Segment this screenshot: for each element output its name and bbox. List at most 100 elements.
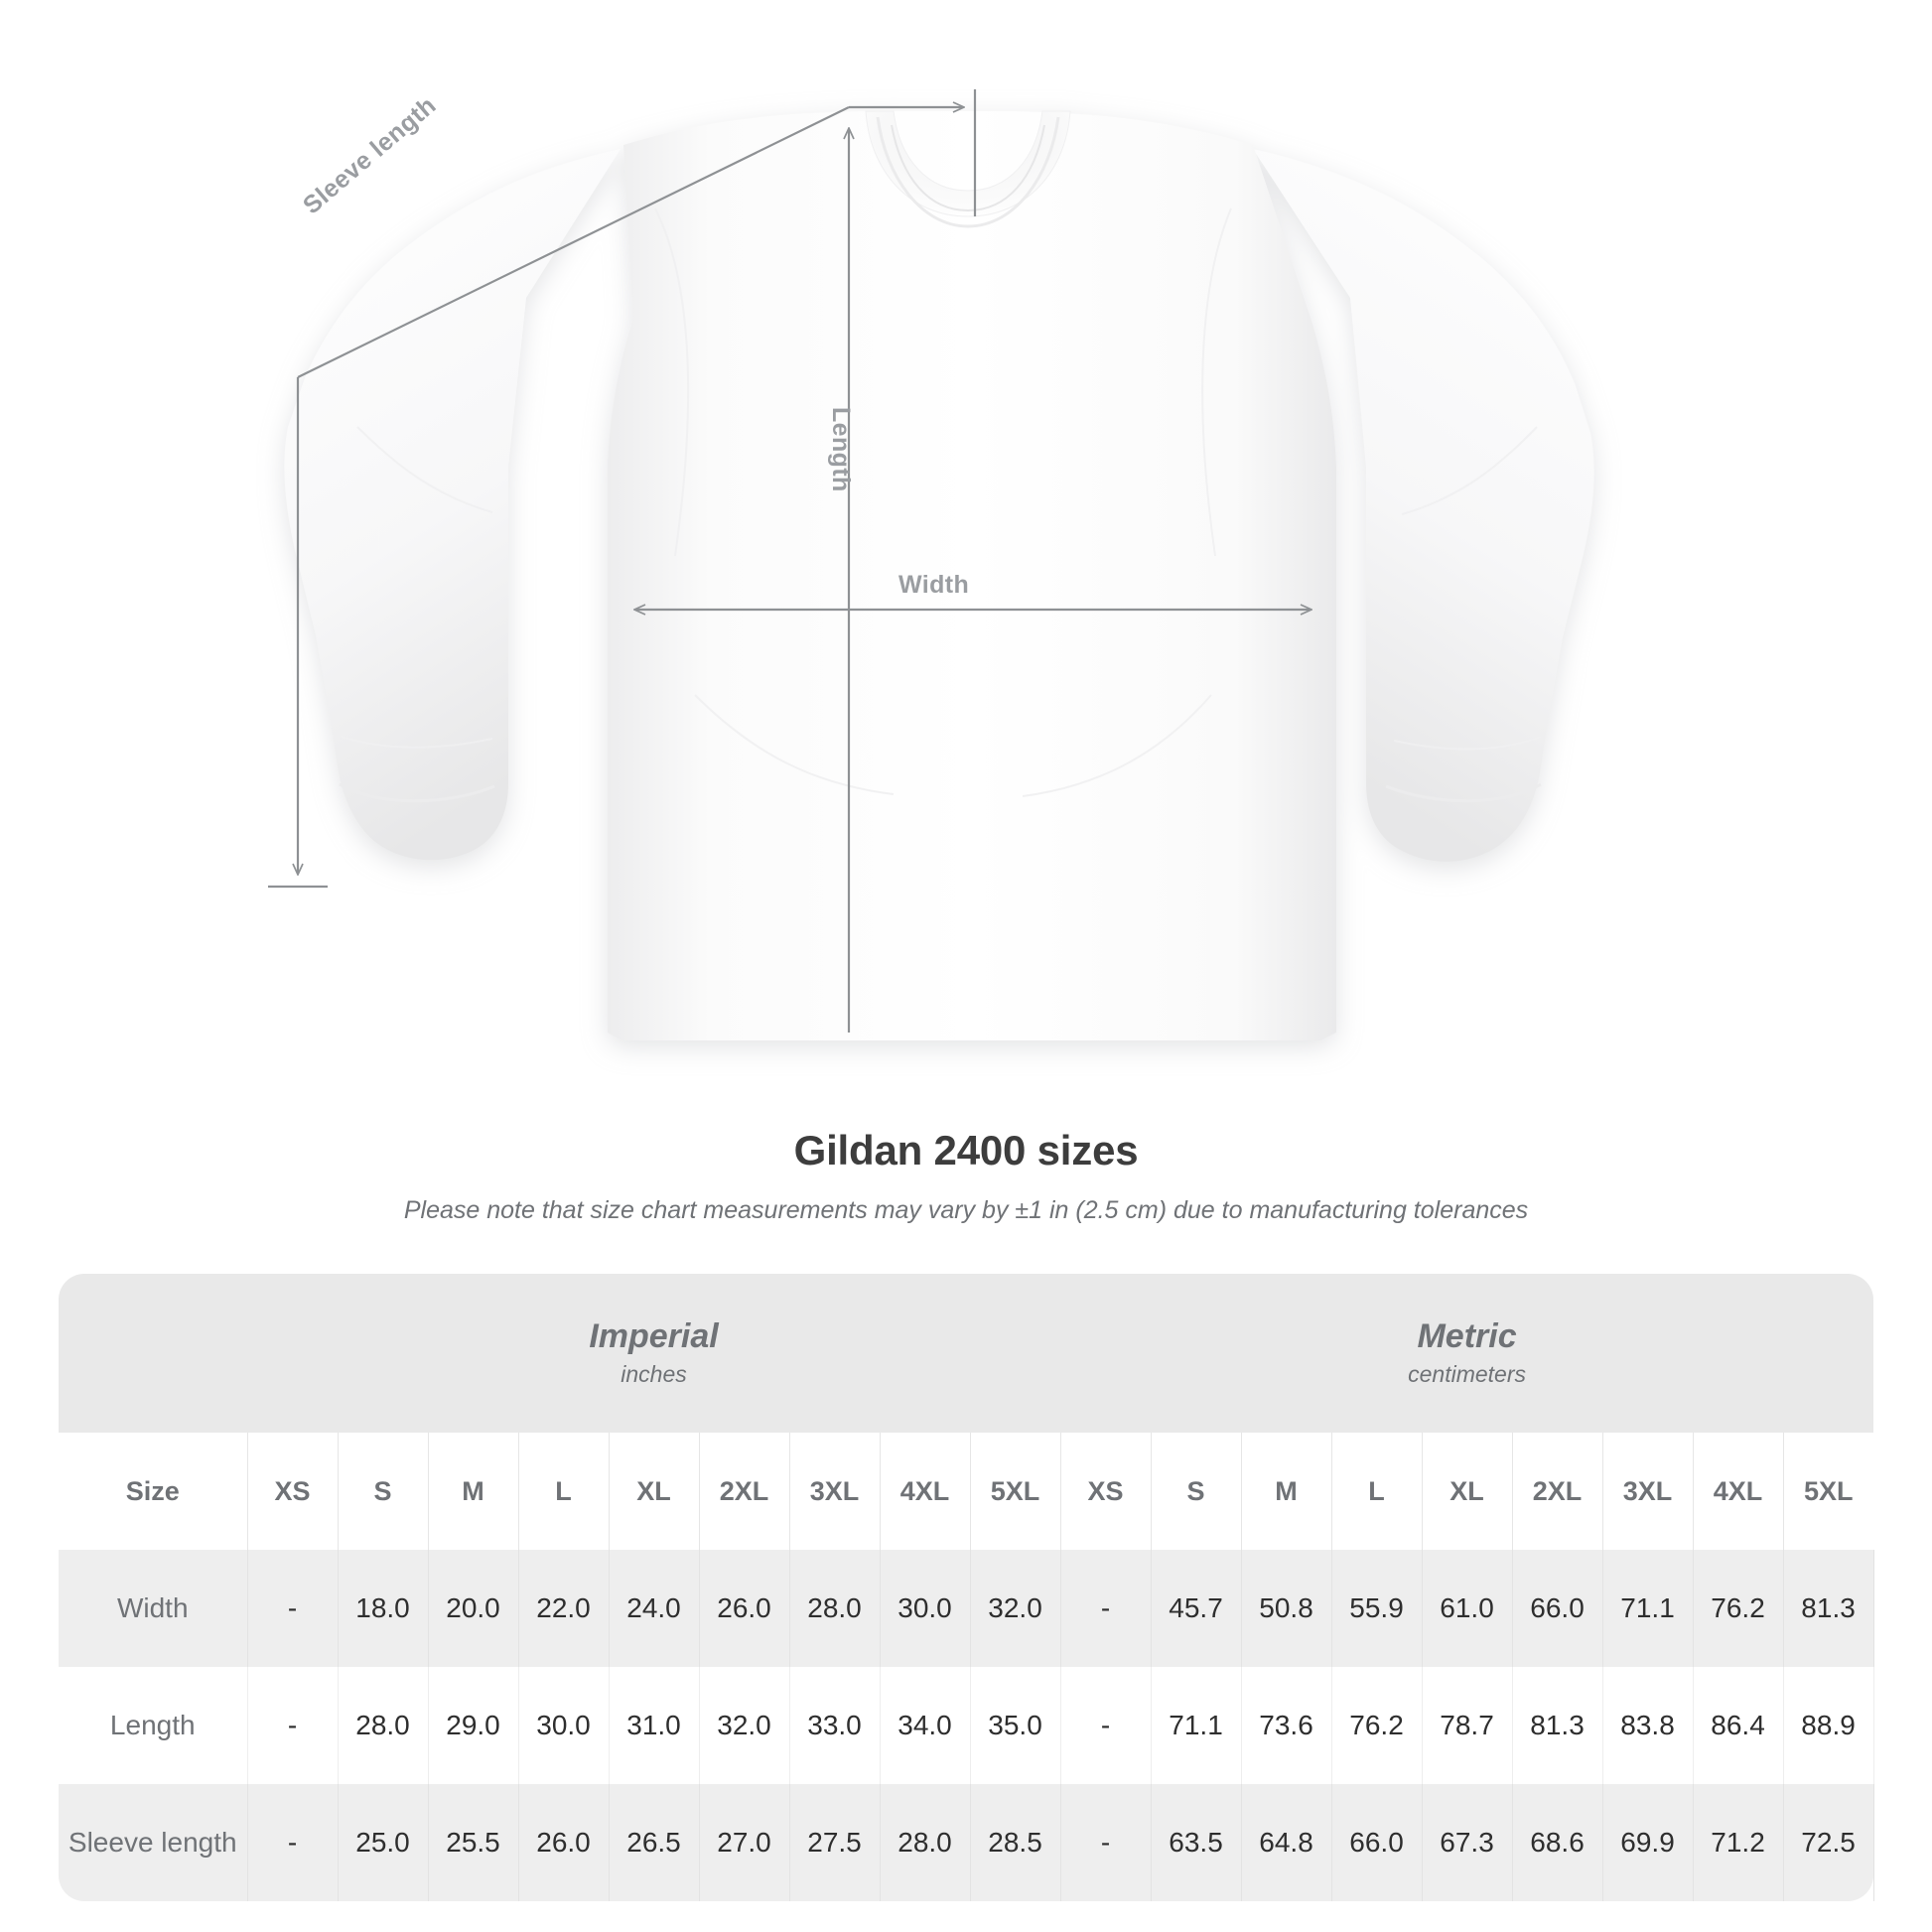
unit-header-row: Imperial inches Metric centimeters xyxy=(59,1274,1874,1433)
size-chart-table: Imperial inches Metric centimeters Size … xyxy=(59,1274,1874,1901)
cell-length-metric-2xl: 81.3 xyxy=(1512,1667,1603,1784)
size-header-imperial-4xl: 4XL xyxy=(880,1433,971,1550)
chart-title-block: Gildan 2400 sizes Please note that size … xyxy=(0,1127,1932,1225)
cell-sleeve-imperial-m: 25.5 xyxy=(428,1784,519,1901)
cell-length-metric-3xl: 83.8 xyxy=(1602,1667,1694,1784)
size-header-imperial-l: L xyxy=(518,1433,610,1550)
cell-sleeve-imperial-2xl: 27.0 xyxy=(699,1784,790,1901)
row-label-width: Width xyxy=(59,1550,248,1667)
size-header-metric-xl: XL xyxy=(1422,1433,1513,1550)
unit-group-metric: Metric centimeters xyxy=(1060,1274,1874,1433)
size-header-imperial-xs: XS xyxy=(247,1433,339,1550)
cell-width-imperial-s: 18.0 xyxy=(338,1550,429,1667)
cell-width-metric-xs: - xyxy=(1060,1550,1152,1667)
cell-length-metric-l: 76.2 xyxy=(1331,1667,1423,1784)
cell-sleeve-metric-5xl: 72.5 xyxy=(1783,1784,1874,1901)
cell-width-metric-m: 50.8 xyxy=(1241,1550,1332,1667)
fabric-folds xyxy=(341,207,1542,797)
cell-length-metric-s: 71.1 xyxy=(1151,1667,1242,1784)
cell-sleeve-imperial-xl: 26.5 xyxy=(609,1784,700,1901)
size-header-imperial-5xl: 5XL xyxy=(970,1433,1061,1550)
cell-width-imperial-l: 22.0 xyxy=(518,1550,610,1667)
cell-width-imperial-2xl: 26.0 xyxy=(699,1550,790,1667)
cell-width-metric-xl: 61.0 xyxy=(1422,1550,1513,1667)
cell-width-metric-l: 55.9 xyxy=(1331,1550,1423,1667)
unit-group-metric-sub: centimeters xyxy=(1408,1361,1526,1387)
unit-group-metric-title: Metric xyxy=(1417,1316,1517,1355)
cell-length-imperial-xs: - xyxy=(247,1667,339,1784)
row-label-length: Length xyxy=(59,1667,248,1784)
cell-length-imperial-s: 28.0 xyxy=(338,1667,429,1784)
shirt-shape xyxy=(284,110,1594,1040)
cell-length-imperial-m: 29.0 xyxy=(428,1667,519,1784)
unit-group-imperial-sub: inches xyxy=(621,1361,687,1387)
cell-sleeve-imperial-s: 25.0 xyxy=(338,1784,429,1901)
cuffs xyxy=(339,782,1542,803)
cell-length-metric-xl: 78.7 xyxy=(1422,1667,1513,1784)
cell-sleeve-metric-l: 66.0 xyxy=(1331,1784,1423,1901)
size-header-imperial-xl: XL xyxy=(609,1433,700,1550)
row-label-sleeve-length: Sleeve length xyxy=(59,1784,248,1901)
length-label: Length xyxy=(827,407,855,492)
table-row: Sleeve length - 25.0 25.5 26.0 26.5 27.0… xyxy=(59,1784,1874,1901)
size-header-metric-5xl: 5XL xyxy=(1783,1433,1874,1550)
sleeve-length-dimension xyxy=(268,89,977,889)
size-chart-table-wrap: Imperial inches Metric centimeters Size … xyxy=(59,1274,1874,1901)
unit-group-imperial-title: Imperial xyxy=(589,1316,719,1355)
size-header-metric-4xl: 4XL xyxy=(1693,1433,1784,1550)
cell-width-metric-s: 45.7 xyxy=(1151,1550,1242,1667)
cell-length-imperial-4xl: 34.0 xyxy=(880,1667,971,1784)
cell-sleeve-metric-xl: 67.3 xyxy=(1422,1784,1513,1901)
cell-length-metric-xs: - xyxy=(1060,1667,1152,1784)
cell-sleeve-imperial-5xl: 28.5 xyxy=(970,1784,1061,1901)
cell-sleeve-imperial-3xl: 27.5 xyxy=(789,1784,881,1901)
garment-illustration xyxy=(268,89,1594,1040)
cell-width-imperial-3xl: 28.0 xyxy=(789,1550,881,1667)
cell-width-imperial-m: 20.0 xyxy=(428,1550,519,1667)
garment-diagram: Sleeve length Length Width xyxy=(268,89,1594,1040)
unit-header-spacer xyxy=(59,1274,247,1433)
cell-sleeve-imperial-l: 26.0 xyxy=(518,1784,610,1901)
size-header-imperial-s: S xyxy=(338,1433,429,1550)
cell-sleeve-metric-2xl: 68.6 xyxy=(1512,1784,1603,1901)
size-header-imperial-3xl: 3XL xyxy=(789,1433,881,1550)
size-header-metric-xs: XS xyxy=(1060,1433,1152,1550)
cell-length-imperial-3xl: 33.0 xyxy=(789,1667,881,1784)
cell-length-metric-5xl: 88.9 xyxy=(1783,1667,1874,1784)
size-header-row: Size XS S M L XL 2XL 3XL 4XL 5XL XS S M … xyxy=(59,1433,1874,1550)
cell-length-metric-m: 73.6 xyxy=(1241,1667,1332,1784)
cell-sleeve-imperial-4xl: 28.0 xyxy=(880,1784,971,1901)
cell-width-metric-5xl: 81.3 xyxy=(1783,1550,1874,1667)
unit-group-imperial: Imperial inches xyxy=(247,1274,1061,1433)
size-header-metric-m: M xyxy=(1241,1433,1332,1550)
width-label: Width xyxy=(898,571,970,599)
page-subtitle: Please note that size chart measurements… xyxy=(403,1196,1529,1224)
cell-length-imperial-l: 30.0 xyxy=(518,1667,610,1784)
cell-sleeve-imperial-xs: - xyxy=(247,1784,339,1901)
size-header-imperial-2xl: 2XL xyxy=(699,1433,790,1550)
cell-width-metric-4xl: 76.2 xyxy=(1693,1550,1784,1667)
table-row: Length - 28.0 29.0 30.0 31.0 32.0 33.0 3… xyxy=(59,1667,1874,1784)
cell-width-imperial-xl: 24.0 xyxy=(609,1550,700,1667)
size-header-label: Size xyxy=(59,1433,248,1550)
cell-width-metric-3xl: 71.1 xyxy=(1602,1550,1694,1667)
cell-length-imperial-5xl: 35.0 xyxy=(970,1667,1061,1784)
size-header-metric-3xl: 3XL xyxy=(1602,1433,1694,1550)
cell-length-imperial-xl: 31.0 xyxy=(609,1667,700,1784)
size-header-metric-s: S xyxy=(1151,1433,1242,1550)
cell-sleeve-metric-3xl: 69.9 xyxy=(1602,1784,1694,1901)
cell-sleeve-metric-s: 63.5 xyxy=(1151,1784,1242,1901)
size-header-imperial-m: M xyxy=(428,1433,519,1550)
cell-sleeve-metric-m: 64.8 xyxy=(1241,1784,1332,1901)
cell-sleeve-metric-xs: - xyxy=(1060,1784,1152,1901)
cell-width-metric-2xl: 66.0 xyxy=(1512,1550,1603,1667)
cell-length-imperial-2xl: 32.0 xyxy=(699,1667,790,1784)
cell-width-imperial-4xl: 30.0 xyxy=(880,1550,971,1667)
table-row: Width - 18.0 20.0 22.0 24.0 26.0 28.0 30… xyxy=(59,1550,1874,1667)
cell-sleeve-metric-4xl: 71.2 xyxy=(1693,1784,1784,1901)
cell-length-metric-4xl: 86.4 xyxy=(1693,1667,1784,1784)
cell-width-imperial-xs: - xyxy=(247,1550,339,1667)
size-header-metric-l: L xyxy=(1331,1433,1423,1550)
size-header-metric-2xl: 2XL xyxy=(1512,1433,1603,1550)
cell-width-imperial-5xl: 32.0 xyxy=(970,1550,1061,1667)
